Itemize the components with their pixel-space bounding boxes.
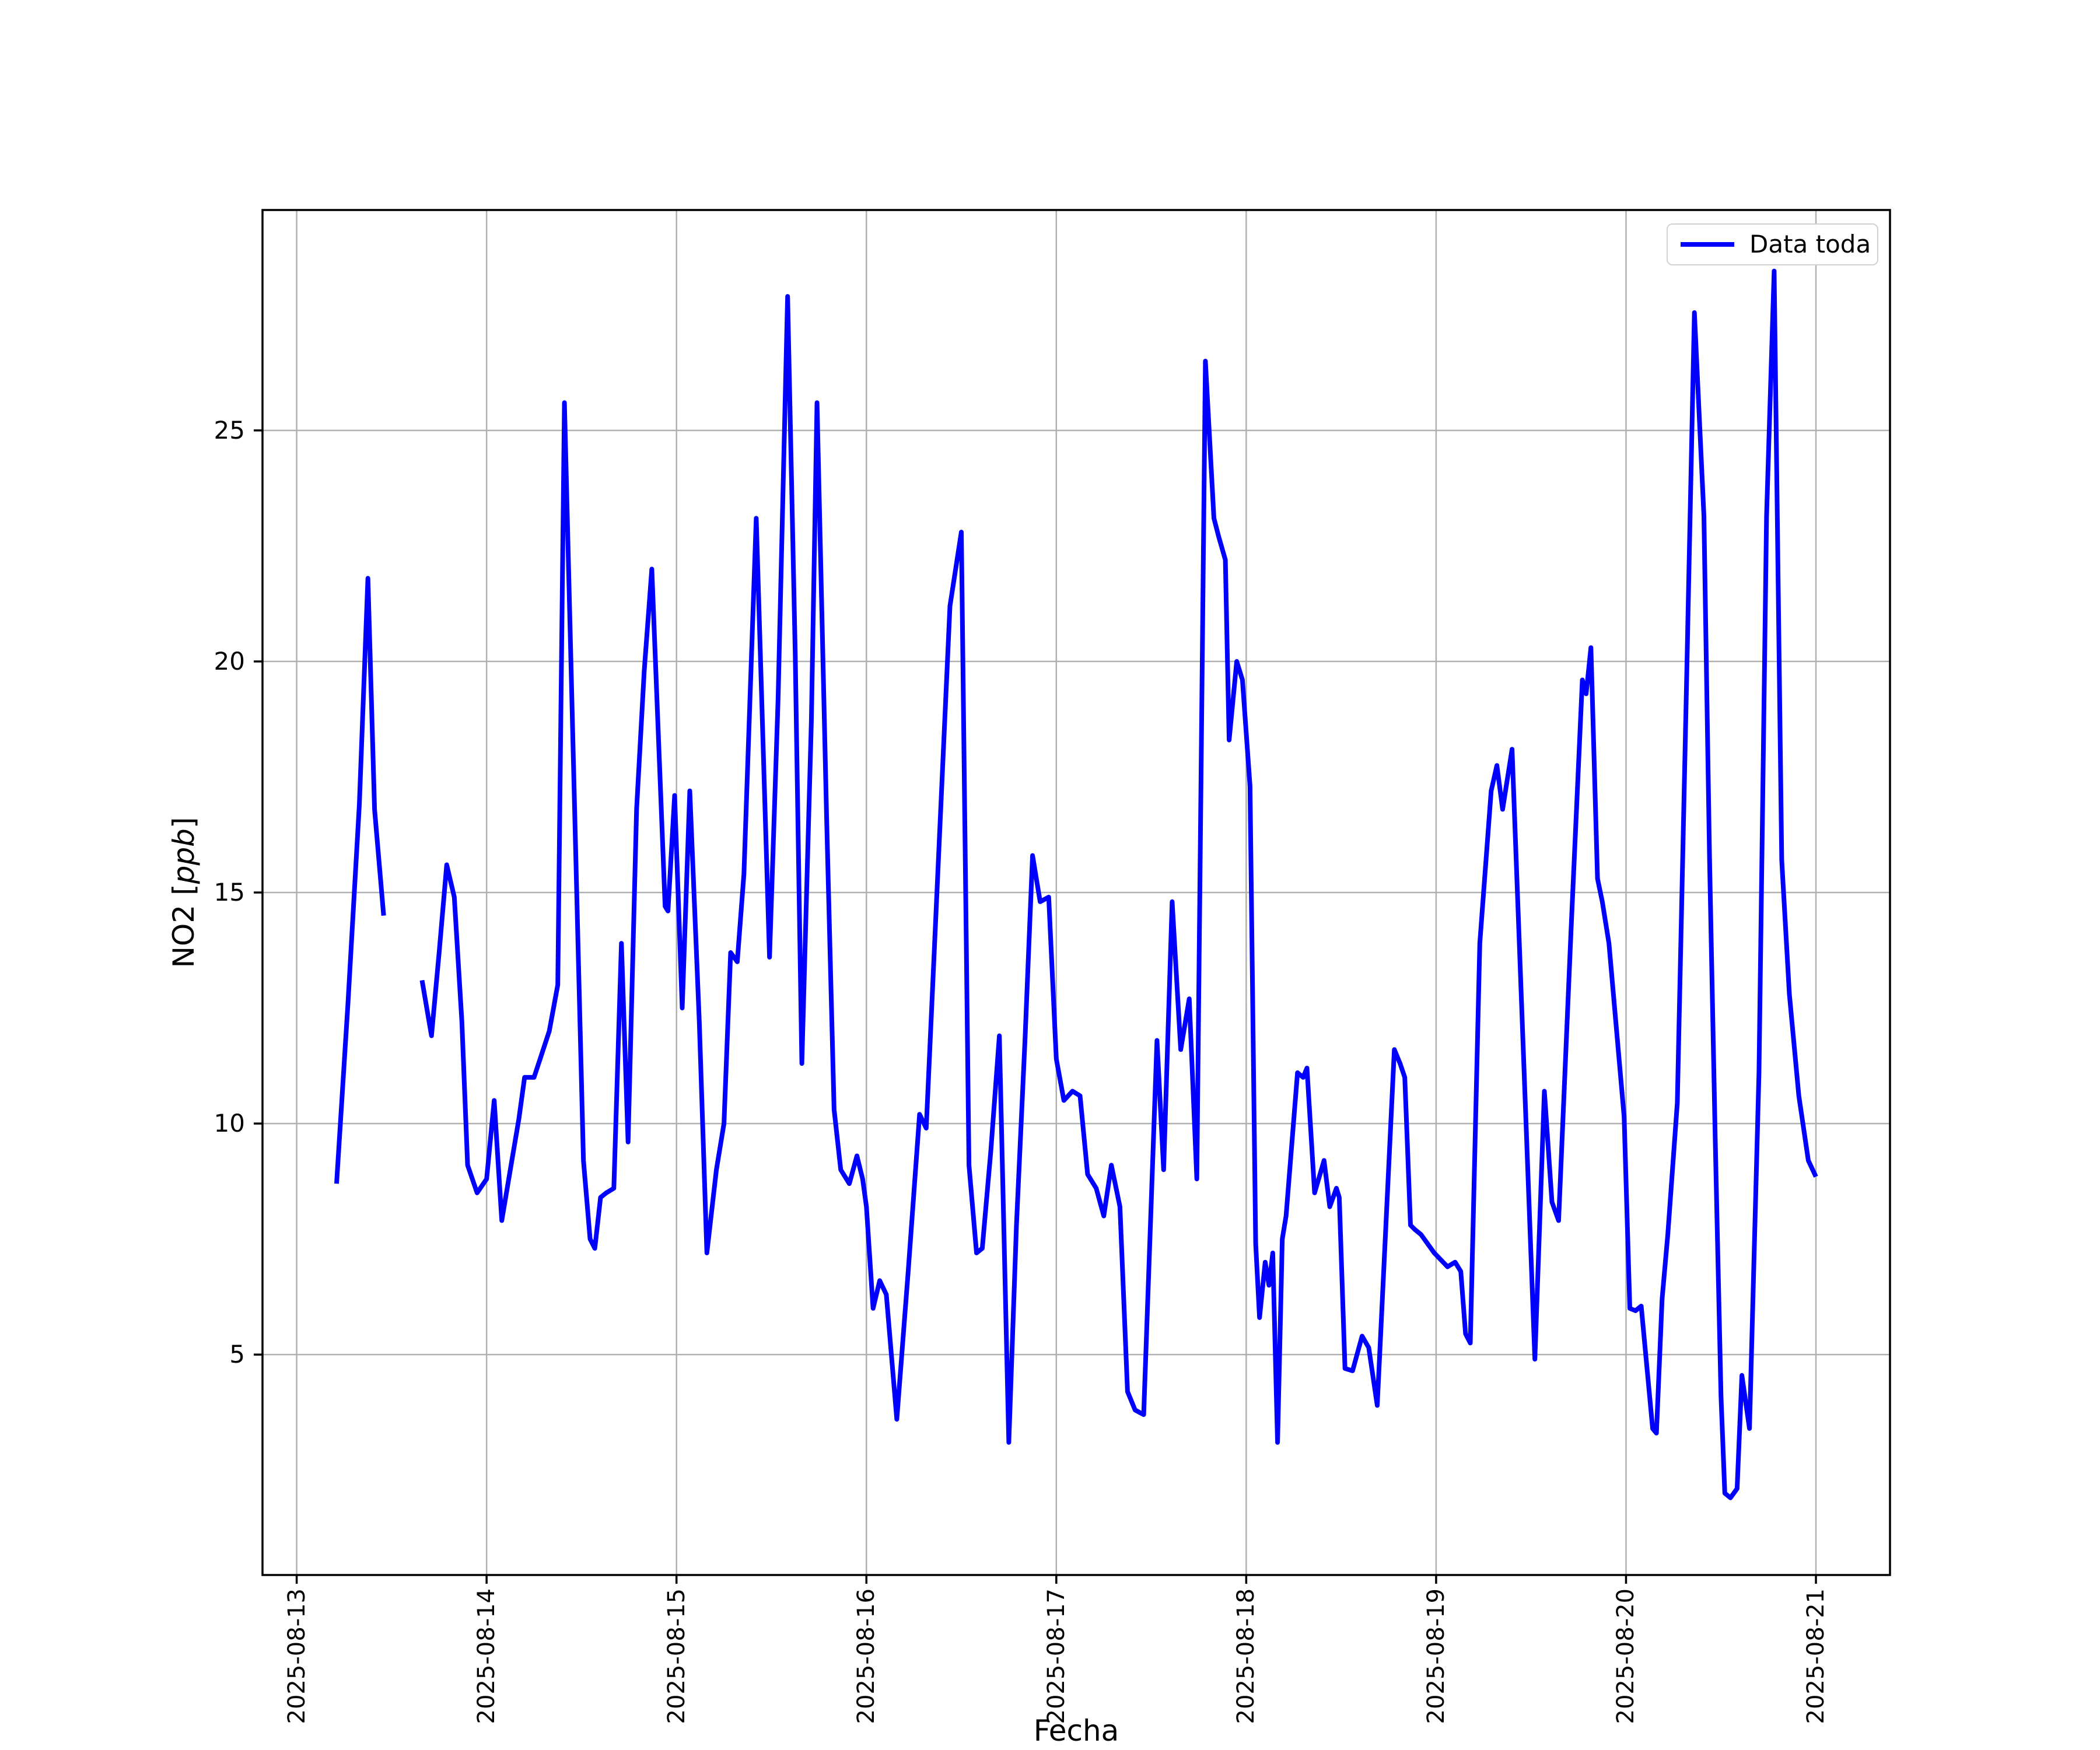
y-axis-label-prefix: NO2 [ [167, 884, 201, 968]
x-tick-label: 2025-08-18 [1233, 1588, 1260, 1724]
x-tick-label: 2025-08-21 [1803, 1588, 1830, 1724]
y-tick-label: 20 [214, 646, 245, 676]
legend-line-sample [1681, 242, 1734, 247]
x-tick-label: 2025-08-13 [283, 1588, 310, 1724]
x-tick-label: 2025-08-14 [473, 1588, 501, 1724]
y-tick-label: 15 [214, 878, 245, 907]
legend: Data toda [1667, 223, 1878, 265]
x-tick-label: 2025-08-20 [1612, 1588, 1640, 1724]
x-tick-label: 2025-08-16 [853, 1588, 880, 1724]
x-axis-label: Fecha [1033, 1714, 1119, 1748]
y-tick-label: 5 [229, 1340, 245, 1369]
data-line [334, 268, 1818, 1500]
x-tick-label: 2025-08-17 [1042, 1588, 1070, 1724]
gridlines [262, 210, 1890, 1575]
x-tick-label: 2025-08-15 [663, 1588, 690, 1724]
y-tick-label: 10 [214, 1109, 245, 1138]
x-tick-label: 2025-08-19 [1422, 1588, 1450, 1724]
y-axis-label-suffix: ] [167, 817, 201, 829]
y-axis-label-unit: ppb [167, 828, 201, 884]
legend-entry-label: Data toda [1749, 230, 1871, 258]
tick-marks [254, 429, 1817, 1584]
y-tick-label: 25 [214, 415, 245, 444]
y-axis-label: NO2 [ppb] [167, 799, 201, 986]
